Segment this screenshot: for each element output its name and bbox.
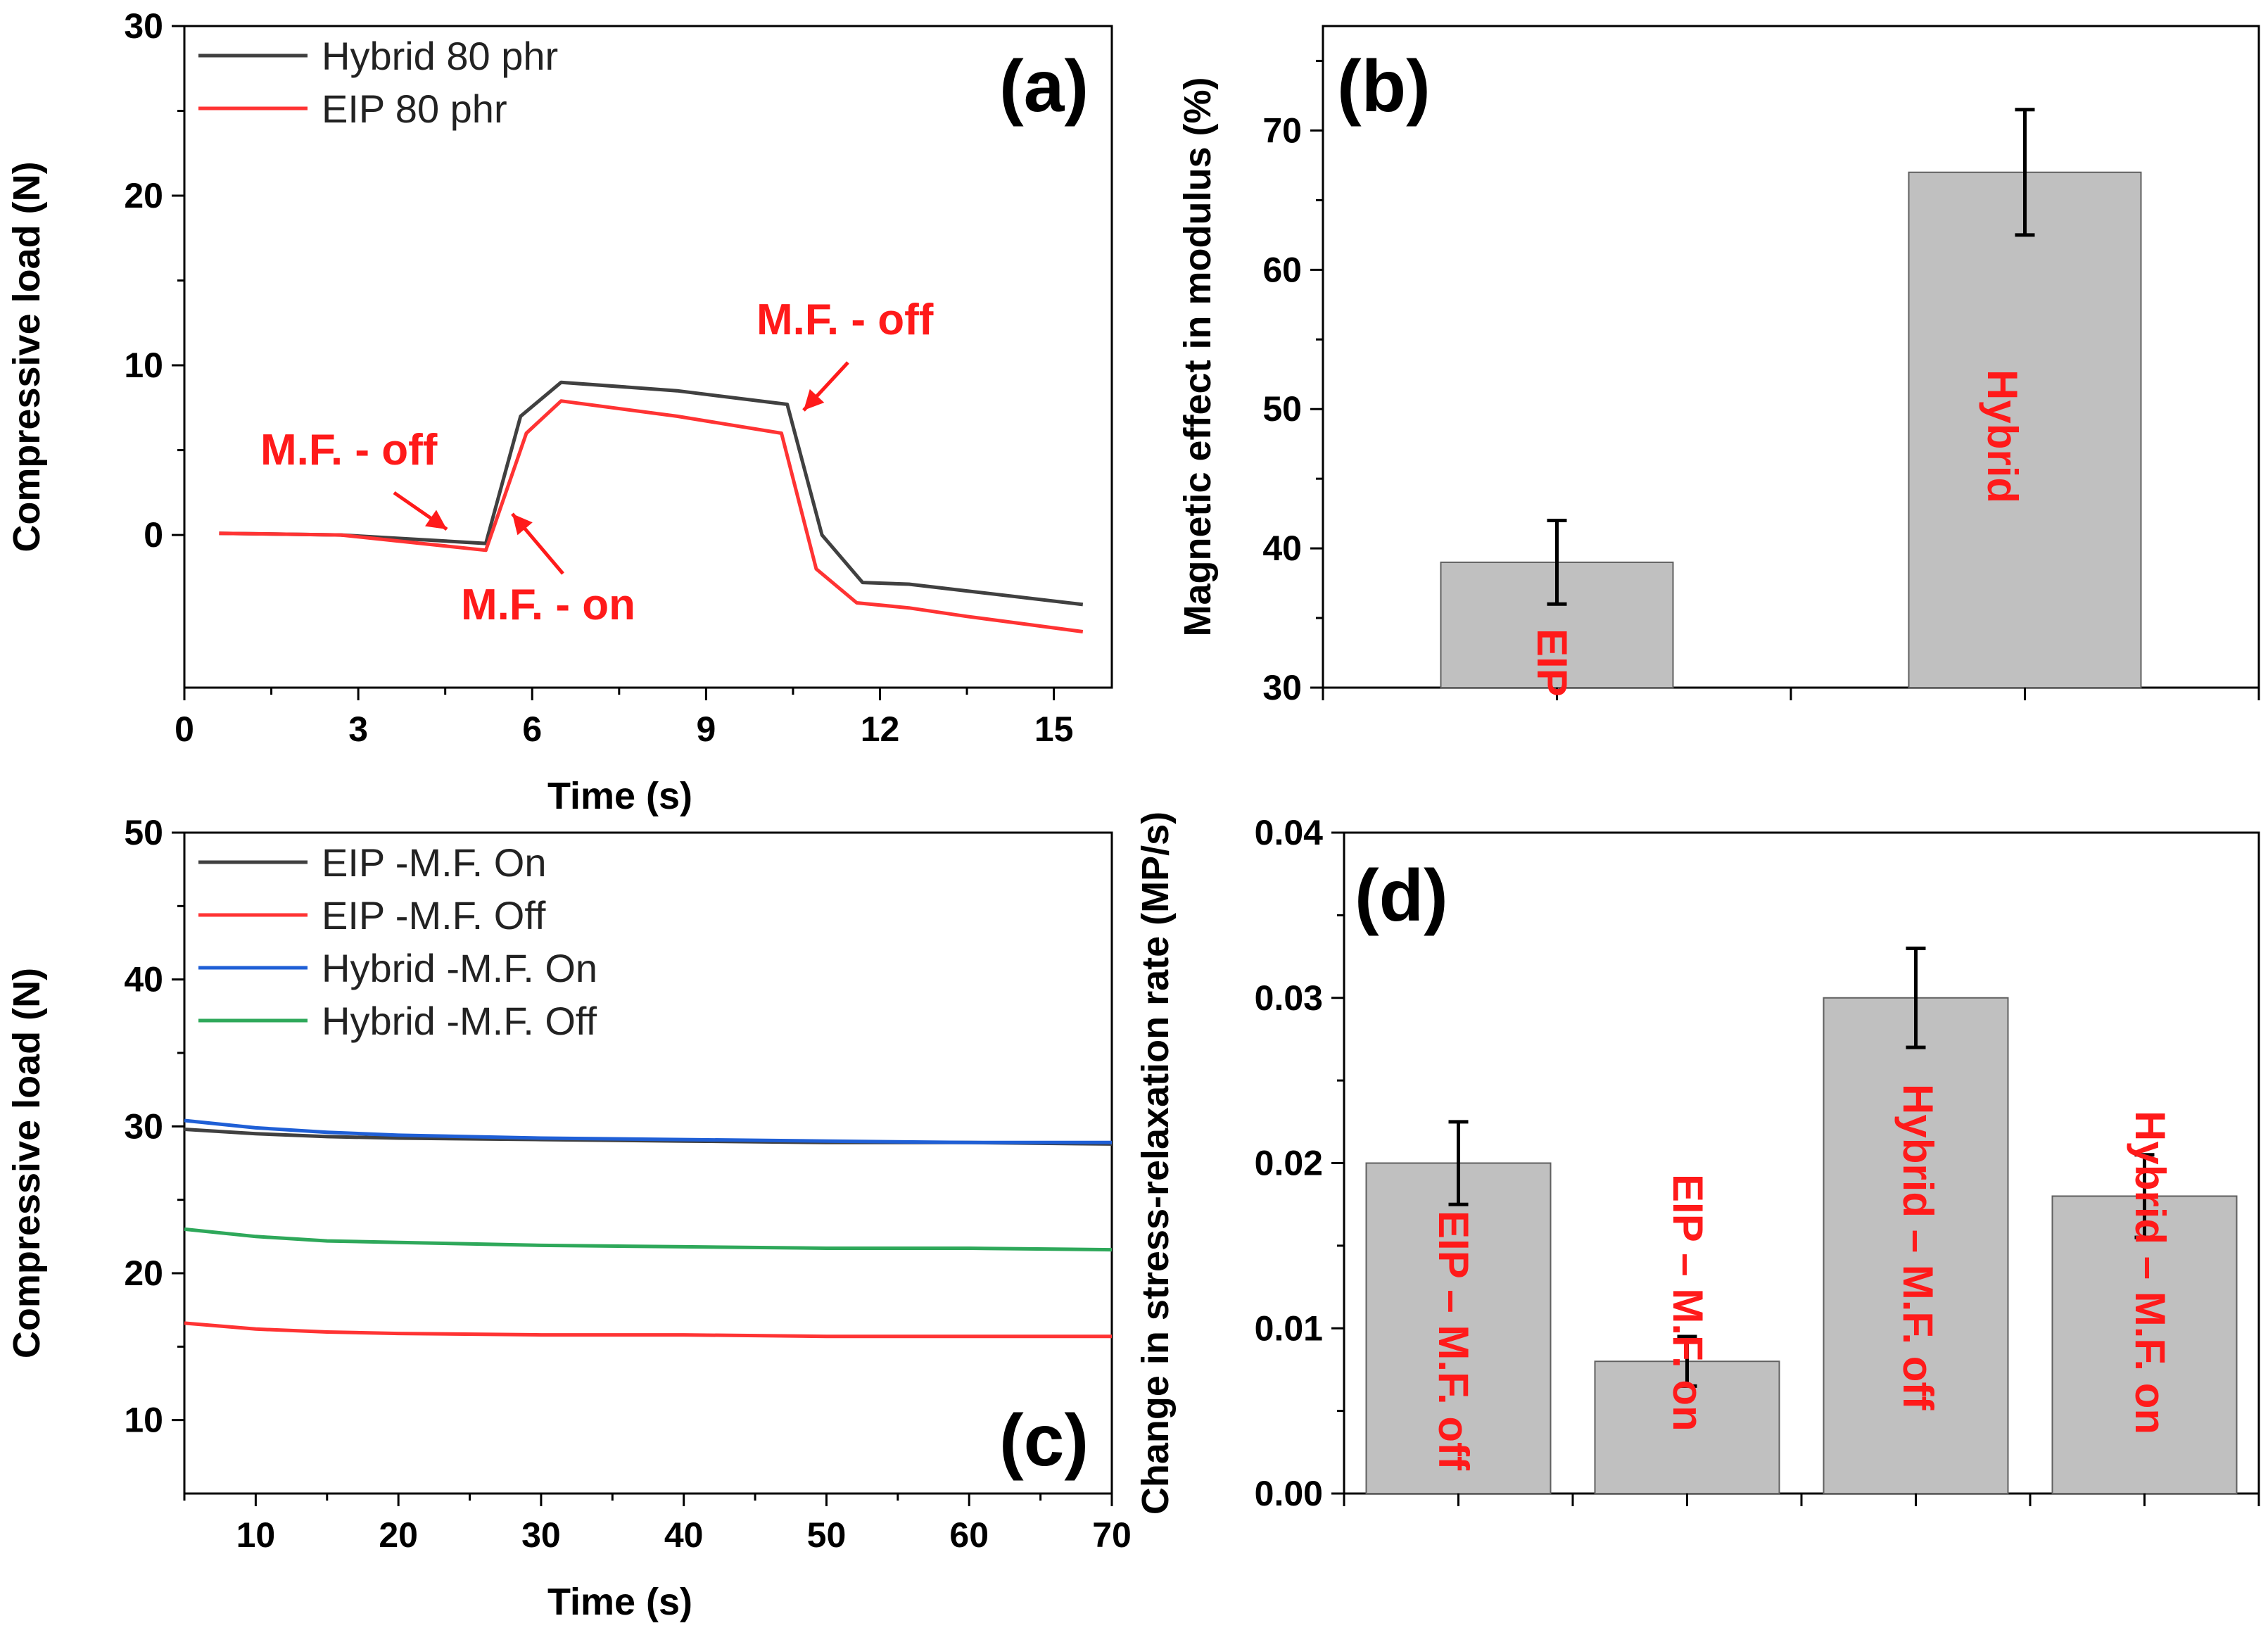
y-tick-label: 30 <box>1262 668 1302 707</box>
legend-entry: EIP -M.F. On <box>322 840 546 885</box>
x-axis-title: Time (s) <box>547 775 692 817</box>
y-tick-label: 70 <box>1262 111 1302 150</box>
plot-frame-2 <box>183 831 1113 1495</box>
bar-category-label: EIP – M.F. off <box>1430 1211 1477 1471</box>
panel-label: (c) <box>999 1400 1089 1482</box>
annotation-arrow-head <box>425 510 447 529</box>
legend-entry: Hybrid -M.F. On <box>322 946 597 990</box>
bar-category-label: Hybrid – M.F. off <box>1894 1084 1941 1410</box>
bar-category-label: EIP <box>1528 629 1576 697</box>
legend-entry: EIP -M.F. Off <box>322 893 546 938</box>
annotation-text: M.F. - off <box>756 296 934 344</box>
y-tick-label: 30 <box>124 6 163 46</box>
y-tick-label: 0 <box>144 515 163 555</box>
legend-entry: Hybrid 80 phr <box>322 34 558 78</box>
plot-frame-0 <box>183 25 1113 689</box>
x-tick-label: 3 <box>348 709 368 749</box>
annotation-text: M.F. - on <box>461 581 635 629</box>
x-tick-label: 40 <box>664 1515 704 1555</box>
x-tick-label: 60 <box>949 1515 989 1555</box>
y-tick-label: 20 <box>124 1254 163 1293</box>
x-tick-label: 10 <box>236 1515 276 1555</box>
bar-category-label: Hybrid – M.F. on <box>2127 1111 2174 1434</box>
y-axis-title: Compressive load (N) <box>6 161 48 552</box>
x-tick-label: 15 <box>1034 709 1074 749</box>
legend-entry: Hybrid -M.F. Off <box>322 999 597 1043</box>
x-tick-label: 6 <box>522 709 542 749</box>
y-tick-label: 20 <box>124 176 163 215</box>
y-tick-label: 30 <box>124 1106 163 1146</box>
y-tick-label: 40 <box>124 960 163 999</box>
y-axis-title: Compressive load (N) <box>6 968 48 1358</box>
series-line-2 <box>219 399 1084 633</box>
y-tick-label: 0.00 <box>1255 1474 1323 1513</box>
y-tick-label: 50 <box>124 813 163 852</box>
x-tick-label: 9 <box>696 709 716 749</box>
bar-category-label: Hybrid <box>1979 370 2026 503</box>
y-axis-title: Magnetic effect in modulus (%) <box>1177 77 1219 636</box>
annotation-arrow-head <box>804 389 825 410</box>
panel-label: (d) <box>1355 855 1448 937</box>
y-tick-label: 0.03 <box>1255 978 1323 1018</box>
bar-category-label: EIP – M.F. on <box>1664 1174 1711 1432</box>
series-line-4 <box>184 1227 1113 1252</box>
y-tick-label: 50 <box>1262 389 1302 429</box>
bar-4 <box>2051 1195 2238 1494</box>
y-tick-label: 10 <box>124 1401 163 1440</box>
x-tick-label: 30 <box>521 1515 561 1555</box>
series-line-3 <box>184 1118 1112 1144</box>
series-line-2 <box>184 1321 1112 1339</box>
y-tick-label: 60 <box>1262 250 1302 289</box>
y-tick-label: 10 <box>124 346 163 385</box>
bar-1 <box>1365 1162 1552 1494</box>
legend-entry: EIP 80 phr <box>322 87 507 131</box>
x-tick-label: 20 <box>379 1515 418 1555</box>
x-tick-label: 12 <box>861 709 900 749</box>
y-tick-label: 0.02 <box>1255 1144 1323 1183</box>
annotation-text: M.F. - off <box>260 426 438 474</box>
bar-2 <box>1908 171 2142 688</box>
y-axis-title: Change in stress-relaxation rate (MP/s) <box>1134 812 1177 1515</box>
y-tick-label: 40 <box>1262 529 1302 568</box>
x-tick-label: 70 <box>1092 1515 1132 1555</box>
y-tick-label: 0.01 <box>1255 1308 1323 1348</box>
series-line-1 <box>219 380 1084 607</box>
annotation-arrow-head <box>512 514 533 536</box>
panel-label: (b) <box>1337 46 1431 127</box>
x-tick-label: 0 <box>175 709 194 749</box>
x-axis-title: Time (s) <box>547 1581 692 1623</box>
bar-3 <box>1823 997 2009 1494</box>
x-tick-label: 50 <box>807 1515 847 1555</box>
panel-label: (a) <box>999 46 1089 127</box>
y-tick-label: 0.04 <box>1255 813 1324 852</box>
